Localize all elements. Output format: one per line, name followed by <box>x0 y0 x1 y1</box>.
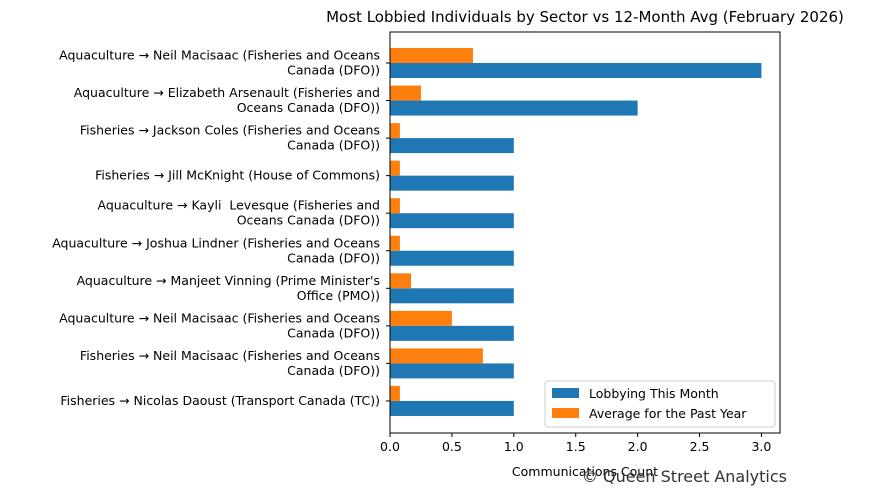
x-axis-label: Communications Count <box>512 464 658 479</box>
chart-title: Most Lobbied Individuals by Sector vs 12… <box>326 8 844 26</box>
bar-this-month <box>390 363 514 379</box>
bar-this-month <box>390 138 514 154</box>
category-label: Aquaculture → Neil Macisaac (Fisheries a… <box>59 310 380 340</box>
axes-frame <box>389 31 781 434</box>
category-labels: Aquaculture → Neil Macisaac (Fisheries a… <box>52 48 390 408</box>
bar-past-year-average <box>390 48 473 63</box>
x-tick-label: 0.5 <box>442 439 462 454</box>
bar-past-year-average <box>390 348 483 364</box>
x-tick-label: 2.0 <box>628 439 648 454</box>
bar-this-month <box>390 213 514 229</box>
plot-frame <box>389 31 781 434</box>
x-tick-label: 0.0 <box>380 439 400 454</box>
legend-swatch <box>552 388 579 398</box>
legend-entry: Average for the Past Year <box>589 406 747 421</box>
bar-past-year-average <box>390 85 421 101</box>
bar-this-month <box>390 63 762 78</box>
category-label: Aquaculture → Joshua Lindner (Fisheries … <box>52 235 380 265</box>
legend: Lobbying This Month Average for the Past … <box>544 380 776 428</box>
category-label: Aquaculture → Manjeet Vinning (Prime Min… <box>77 273 380 303</box>
category-label: Aquaculture → Neil Macisaac (Fisheries a… <box>59 48 380 78</box>
category-label: Fisheries → Jill McKnight (House of Comm… <box>95 168 380 183</box>
x-axis-ticks: 0.0 0.5 1.0 1.5 2.0 2.5 3.0 <box>380 433 771 454</box>
bar-this-month <box>390 175 514 191</box>
bars-group <box>390 48 762 416</box>
bar-this-month <box>390 325 514 341</box>
bar-past-year-average <box>390 198 400 214</box>
bar-this-month <box>390 400 514 416</box>
legend-entry: Lobbying This Month <box>589 386 719 401</box>
watermark: © Queen Street Analytics <box>582 467 787 486</box>
bar-this-month <box>390 288 514 304</box>
x-tick-label: 1.0 <box>504 439 524 454</box>
x-tick-label: 2.5 <box>690 439 710 454</box>
x-tick-label: 3.0 <box>751 439 771 454</box>
x-tick-label: 1.5 <box>566 439 586 454</box>
bar-past-year-average <box>390 235 400 251</box>
category-label: Fisheries → Neil Macisaac (Fisheries and… <box>80 348 380 378</box>
category-label: Fisheries → Nicolas Daoust (Transport Ca… <box>60 393 380 408</box>
bar-this-month <box>390 250 514 266</box>
category-label: Fisheries → Jackson Coles (Fisheries and… <box>80 123 380 153</box>
bar-past-year-average <box>390 385 400 401</box>
legend-box <box>544 380 776 428</box>
category-label: Aquaculture → Kayli Levesque (Fisheries … <box>98 198 380 228</box>
category-label: Aquaculture → Elizabeth Arsenault (Fishe… <box>74 85 380 115</box>
bar-past-year-average <box>390 310 452 326</box>
bar-past-year-average <box>390 123 400 139</box>
bar-this-month <box>390 100 638 116</box>
bar-past-year-average <box>390 273 412 289</box>
bar-past-year-average <box>390 160 400 176</box>
legend-swatch <box>552 408 579 418</box>
